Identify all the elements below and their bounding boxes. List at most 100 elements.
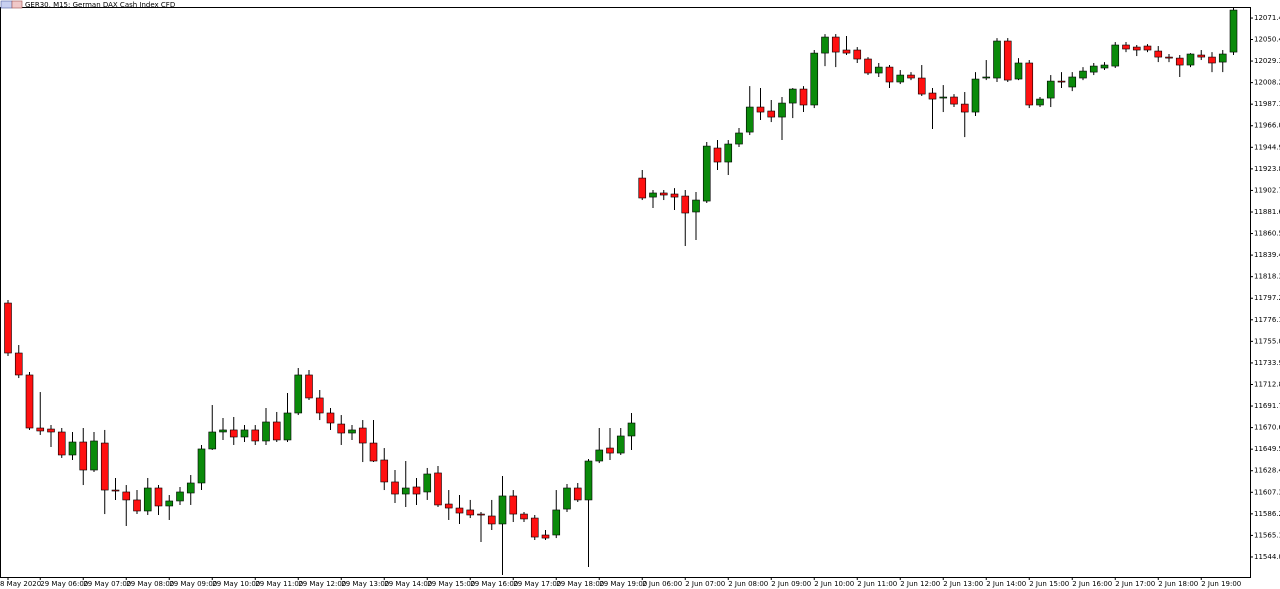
candle-body bbox=[853, 49, 862, 60]
y-tick-label: 12071.4 bbox=[1254, 14, 1280, 22]
candle-body bbox=[1143, 45, 1152, 51]
candle-body bbox=[831, 36, 840, 53]
candle-body bbox=[821, 36, 829, 54]
x-tick-label: 2 Jun 17:00 bbox=[1115, 580, 1155, 588]
candle-body bbox=[154, 487, 163, 507]
candle-body bbox=[133, 499, 141, 512]
candle-body bbox=[1208, 56, 1216, 64]
candle-body bbox=[1036, 98, 1044, 106]
candle-body bbox=[36, 427, 45, 432]
candle-body bbox=[907, 74, 915, 79]
x-tick-label: 29 May 19:00 bbox=[599, 580, 647, 588]
symbol-icon bbox=[0, 0, 23, 9]
candle-body bbox=[788, 88, 797, 104]
candle-body bbox=[165, 500, 174, 507]
candle-body bbox=[79, 441, 88, 471]
candle-body bbox=[423, 473, 432, 493]
candle-body bbox=[1025, 62, 1034, 106]
x-tick-label: 8 May 2020 bbox=[0, 580, 41, 588]
x-tick-label: 29 May 08:00 bbox=[126, 580, 174, 588]
candle-body bbox=[444, 503, 453, 509]
candle-body bbox=[305, 374, 313, 399]
candle-body bbox=[186, 482, 195, 494]
y-tick-label: 11818.3 bbox=[1254, 273, 1280, 281]
x-tick-label: 2 Jun 13:00 bbox=[943, 580, 983, 588]
x-tick-label: 2 Jun 12:00 bbox=[900, 580, 940, 588]
y-tick-label: 11966.0 bbox=[1254, 122, 1280, 130]
candle-body bbox=[197, 448, 206, 484]
x-tick-label: 29 May 13:00 bbox=[341, 580, 389, 588]
y-tick-label: 11797.2 bbox=[1254, 294, 1280, 302]
y-tick-label: 11670.6 bbox=[1254, 424, 1280, 432]
candle-body bbox=[57, 431, 66, 456]
candle-body bbox=[1111, 44, 1120, 67]
candle-body bbox=[1003, 40, 1012, 81]
y-tick-label: 11902.7 bbox=[1254, 186, 1280, 194]
x-tick-label: 29 May 09:00 bbox=[169, 580, 217, 588]
candle-body bbox=[391, 481, 399, 495]
candle-body bbox=[272, 421, 281, 441]
candle-body bbox=[434, 472, 442, 506]
candle-body bbox=[315, 397, 324, 414]
candle-body bbox=[649, 192, 657, 198]
candle-body bbox=[745, 106, 754, 133]
y-tick-label: 11628.4 bbox=[1254, 467, 1280, 475]
candle-body bbox=[530, 517, 539, 538]
candle-body bbox=[358, 427, 367, 444]
candle-body bbox=[982, 76, 991, 79]
candle-body bbox=[584, 460, 593, 501]
candle-body bbox=[864, 58, 872, 74]
candle-body bbox=[756, 106, 765, 113]
candle-body bbox=[283, 412, 292, 441]
candle-body bbox=[735, 132, 743, 145]
y-tick-label: 12050.4 bbox=[1254, 35, 1280, 43]
candle-body bbox=[692, 199, 700, 213]
candle-body bbox=[885, 66, 894, 83]
y-tick-label: 11839.4 bbox=[1254, 251, 1280, 259]
candle-body bbox=[47, 428, 55, 433]
candle-body bbox=[477, 513, 485, 516]
x-tick-label: 2 Jun 09:00 bbox=[771, 580, 811, 588]
x-tick-label: 2 Jun 16:00 bbox=[1072, 580, 1112, 588]
candle-body bbox=[702, 145, 711, 202]
x-tick-label: 29 May 10:00 bbox=[212, 580, 260, 588]
y-tick-label: 11607.3 bbox=[1254, 488, 1280, 496]
candle-body bbox=[810, 52, 819, 106]
candle-body bbox=[1079, 70, 1087, 79]
candle-body bbox=[111, 489, 120, 492]
candle-body bbox=[1057, 80, 1066, 83]
candle-body bbox=[348, 429, 356, 434]
candle-body bbox=[122, 491, 131, 501]
candle-body bbox=[670, 193, 679, 198]
candle-body bbox=[799, 88, 808, 106]
x-tick-label: 2 Jun 14:00 bbox=[986, 580, 1026, 588]
candle-body bbox=[251, 429, 260, 442]
y-tick-label: 11691.7 bbox=[1254, 402, 1280, 410]
candle-body bbox=[563, 487, 571, 510]
candle-body bbox=[595, 449, 604, 462]
candle-body bbox=[842, 49, 851, 54]
candle-body bbox=[455, 507, 464, 514]
x-tick-label: 2 Jun 10:00 bbox=[814, 580, 854, 588]
y-tick-label: 11712.8 bbox=[1254, 380, 1280, 388]
candle-body bbox=[487, 515, 496, 525]
candle-body bbox=[369, 442, 378, 462]
candle-body bbox=[208, 431, 217, 450]
x-tick-label: 29 May 07:00 bbox=[83, 580, 131, 588]
x-tick-label: 29 May 18:00 bbox=[556, 580, 604, 588]
y-tick-label: 11544.0 bbox=[1254, 553, 1280, 561]
y-tick-label: 12008.2 bbox=[1254, 79, 1280, 87]
x-tick-label: 2 Jun 11:00 bbox=[857, 580, 897, 588]
candle-body bbox=[950, 96, 958, 105]
candle-body bbox=[627, 422, 636, 437]
candle-body bbox=[724, 143, 733, 163]
y-tick-label: 11944.9 bbox=[1254, 143, 1280, 151]
y-tick-label: 11881.6 bbox=[1254, 208, 1280, 216]
x-tick-label: 2 Jun 15:00 bbox=[1029, 580, 1069, 588]
candle-body bbox=[1100, 64, 1109, 69]
candle-body bbox=[874, 66, 883, 74]
candle-body bbox=[4, 302, 12, 354]
x-tick-label: 29 May 17:00 bbox=[513, 580, 561, 588]
candle-body bbox=[541, 534, 550, 539]
